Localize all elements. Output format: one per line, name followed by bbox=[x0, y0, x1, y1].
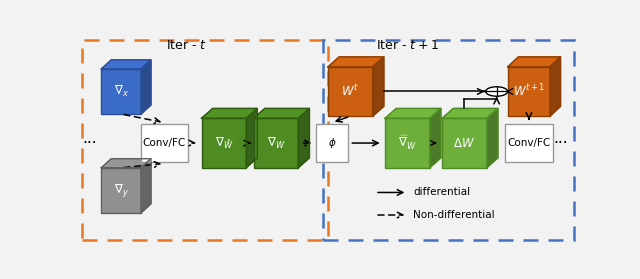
Text: $\widehat{\nabla}_{W}$: $\widehat{\nabla}_{W}$ bbox=[398, 134, 417, 152]
FancyBboxPatch shape bbox=[328, 67, 372, 116]
FancyBboxPatch shape bbox=[442, 118, 486, 168]
FancyBboxPatch shape bbox=[385, 118, 429, 168]
FancyBboxPatch shape bbox=[101, 69, 141, 114]
Polygon shape bbox=[372, 57, 384, 116]
FancyBboxPatch shape bbox=[101, 168, 141, 213]
Text: $W^{t}$: $W^{t}$ bbox=[341, 84, 359, 99]
Polygon shape bbox=[141, 159, 151, 213]
Text: $\nabla_{y}$: $\nabla_{y}$ bbox=[114, 182, 129, 199]
Text: Conv/FC: Conv/FC bbox=[508, 138, 550, 148]
FancyBboxPatch shape bbox=[202, 118, 246, 168]
FancyBboxPatch shape bbox=[508, 67, 550, 116]
Text: $W^{t+1}$: $W^{t+1}$ bbox=[513, 83, 545, 100]
Text: ···: ··· bbox=[83, 136, 97, 151]
Polygon shape bbox=[385, 109, 441, 118]
Polygon shape bbox=[246, 109, 257, 168]
FancyBboxPatch shape bbox=[253, 118, 298, 168]
Polygon shape bbox=[429, 109, 441, 168]
Text: differential: differential bbox=[413, 187, 470, 198]
Polygon shape bbox=[141, 60, 151, 114]
Polygon shape bbox=[298, 109, 309, 168]
Text: Conv/FC: Conv/FC bbox=[143, 138, 186, 148]
Polygon shape bbox=[487, 109, 498, 168]
Circle shape bbox=[486, 87, 508, 96]
Text: Iter - $t+1$: Iter - $t+1$ bbox=[376, 39, 439, 52]
FancyBboxPatch shape bbox=[141, 124, 188, 162]
Text: $\phi$: $\phi$ bbox=[328, 136, 336, 150]
Text: $\nabla_{W}$: $\nabla_{W}$ bbox=[267, 136, 285, 151]
FancyBboxPatch shape bbox=[505, 124, 553, 162]
Text: ···: ··· bbox=[554, 136, 568, 151]
Text: $\Delta W$: $\Delta W$ bbox=[453, 136, 476, 150]
Text: $\nabla_{\tilde{W}}$: $\nabla_{\tilde{W}}$ bbox=[214, 136, 233, 151]
Text: $\nabla_{x}$: $\nabla_{x}$ bbox=[114, 84, 129, 99]
Polygon shape bbox=[508, 57, 561, 67]
Text: Iter - $t$: Iter - $t$ bbox=[166, 39, 207, 52]
Polygon shape bbox=[328, 57, 384, 67]
Text: Non-differential: Non-differential bbox=[413, 210, 495, 220]
Polygon shape bbox=[442, 109, 498, 118]
Polygon shape bbox=[101, 60, 151, 69]
Polygon shape bbox=[550, 57, 561, 116]
Polygon shape bbox=[253, 109, 309, 118]
FancyBboxPatch shape bbox=[316, 124, 348, 162]
Polygon shape bbox=[202, 109, 257, 118]
Polygon shape bbox=[101, 159, 151, 168]
